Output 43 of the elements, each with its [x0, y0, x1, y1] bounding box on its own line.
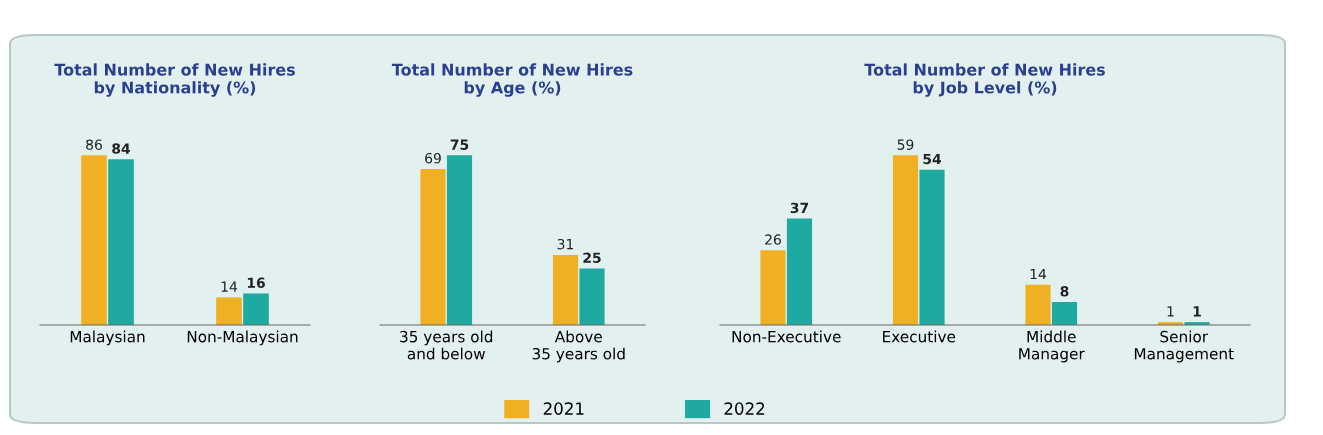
- x-tick-label: Senior Management: [1134, 330, 1234, 363]
- bar: [1025, 284, 1051, 325]
- x-tick-label: Non-Executive: [732, 330, 841, 343]
- data-label: 31: [557, 238, 574, 250]
- data-label: 54: [923, 153, 942, 165]
- x-tick-label: Middle Manager: [1019, 330, 1085, 363]
- data-label: 14: [221, 281, 238, 292]
- bar: [919, 169, 945, 325]
- bar: [579, 268, 605, 325]
- data-label: 69: [425, 152, 441, 164]
- data-label: 14: [1030, 268, 1047, 280]
- legend-label: 2022: [724, 402, 765, 415]
- chart-title: Total Number of New Hires by Age (%): [391, 63, 633, 97]
- x-tick-label: Executive: [883, 330, 956, 343]
- bar: [892, 155, 919, 325]
- bar: [216, 297, 242, 325]
- data-label: 86: [86, 139, 102, 150]
- data-label: 1: [1167, 306, 1174, 317]
- data-label: 16: [247, 277, 265, 288]
- data-label: 37: [790, 202, 809, 214]
- data-label: 1: [1193, 306, 1201, 317]
- bar: [1051, 302, 1078, 325]
- bar: [243, 293, 269, 325]
- data-label: 26: [765, 234, 781, 245]
- bar: [446, 155, 473, 325]
- chart-title: Total Number of New Hires by Job Level (%): [864, 63, 1105, 97]
- x-tick-label: Non-Malaysian: [187, 330, 298, 346]
- x-tick-label: 35 years old and below: [400, 330, 493, 360]
- bar: [552, 254, 579, 325]
- legend-label: 2021: [543, 402, 584, 415]
- bar: [108, 159, 134, 325]
- x-tick-label: Above 35 years old: [532, 330, 625, 363]
- data-label: 75: [450, 139, 469, 150]
- bar: [760, 250, 786, 325]
- data-label: 25: [583, 252, 601, 263]
- x-tick-label: Malaysian: [70, 330, 145, 346]
- data-label: 59: [897, 139, 914, 150]
- bar: [81, 155, 107, 325]
- data-label: 8: [1060, 286, 1069, 297]
- bar: [786, 218, 813, 325]
- bar: [420, 168, 446, 325]
- data-label: 84: [112, 143, 131, 154]
- chart-title: Total Number of New Hires by Nationality (%): [54, 63, 295, 97]
